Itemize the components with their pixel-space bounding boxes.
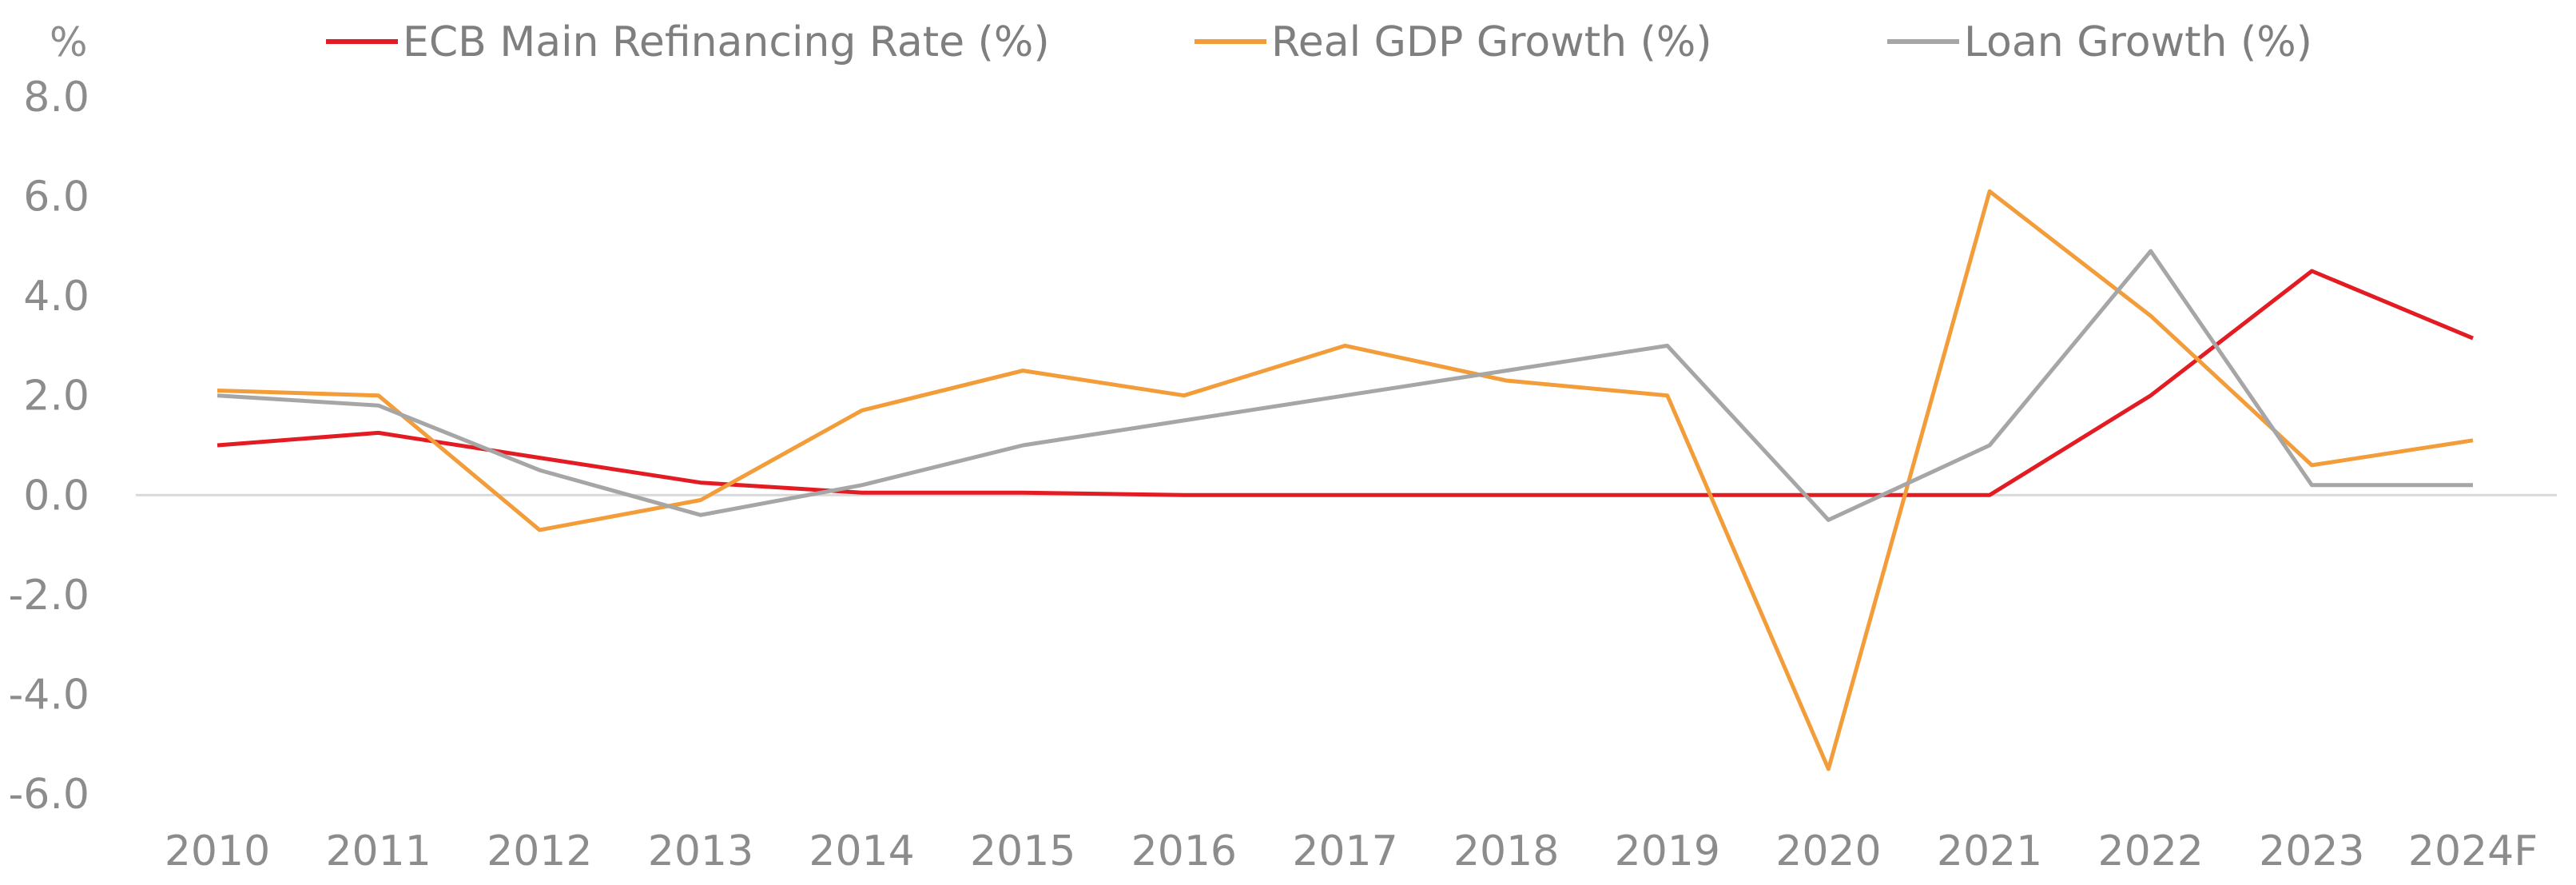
x-tick-label: 2019 bbox=[1615, 827, 1720, 875]
x-tick-label: 2015 bbox=[970, 827, 1075, 875]
y-tick-label: 8.0 bbox=[23, 74, 89, 122]
x-tick-label: 2011 bbox=[325, 827, 431, 875]
x-tick-label: 2010 bbox=[165, 827, 270, 875]
x-tick-label: 2020 bbox=[1775, 827, 1881, 875]
y-tick-label: 6.0 bbox=[23, 173, 89, 221]
series-line-1 bbox=[217, 189, 2474, 771]
x-tick-label: 2013 bbox=[648, 827, 753, 875]
y-tick-label: 4.0 bbox=[23, 273, 89, 321]
legend: ECB Main Refinancing Rate (%) Real GDP Gr… bbox=[326, 18, 2312, 66]
y-tick-label: -2.0 bbox=[9, 572, 89, 620]
y-tick-label: -4.0 bbox=[9, 671, 89, 719]
x-tick-label: 2021 bbox=[1937, 827, 2042, 875]
legend-label-1: Real GDP Growth (%) bbox=[1271, 18, 1712, 66]
legend-label-2: Loan Growth (%) bbox=[1964, 18, 2312, 66]
x-axis: 2010 2011 2012 2013 2014 2015 2016 2017 2018 2019… bbox=[165, 827, 2538, 875]
y-tick-label: 2.0 bbox=[23, 373, 89, 421]
y-tick-label: 0.0 bbox=[23, 472, 89, 520]
y-axis: 8.0 6.0 4.0 2.0 0.0 -2.0 -4.0 -6.0 bbox=[9, 74, 89, 819]
series-lines bbox=[217, 189, 2474, 771]
legend-label-0: ECB Main Refinancing Rate (%) bbox=[403, 18, 1050, 66]
series-line-0 bbox=[217, 269, 2474, 497]
x-tick-label: 2022 bbox=[2098, 827, 2204, 875]
x-tick-label: 2016 bbox=[1131, 827, 1237, 875]
x-tick-label: 2012 bbox=[487, 827, 592, 875]
x-tick-label: 2023 bbox=[2259, 827, 2364, 875]
y-tick-label: -6.0 bbox=[9, 771, 89, 819]
x-tick-label: 2018 bbox=[1453, 827, 1559, 875]
x-tick-label: 2017 bbox=[1292, 827, 1397, 875]
x-tick-label: 2024F bbox=[2408, 827, 2538, 875]
series-line-2 bbox=[217, 249, 2473, 522]
y-axis-unit-label: % bbox=[50, 19, 88, 66]
x-tick-label: 2014 bbox=[809, 827, 914, 875]
